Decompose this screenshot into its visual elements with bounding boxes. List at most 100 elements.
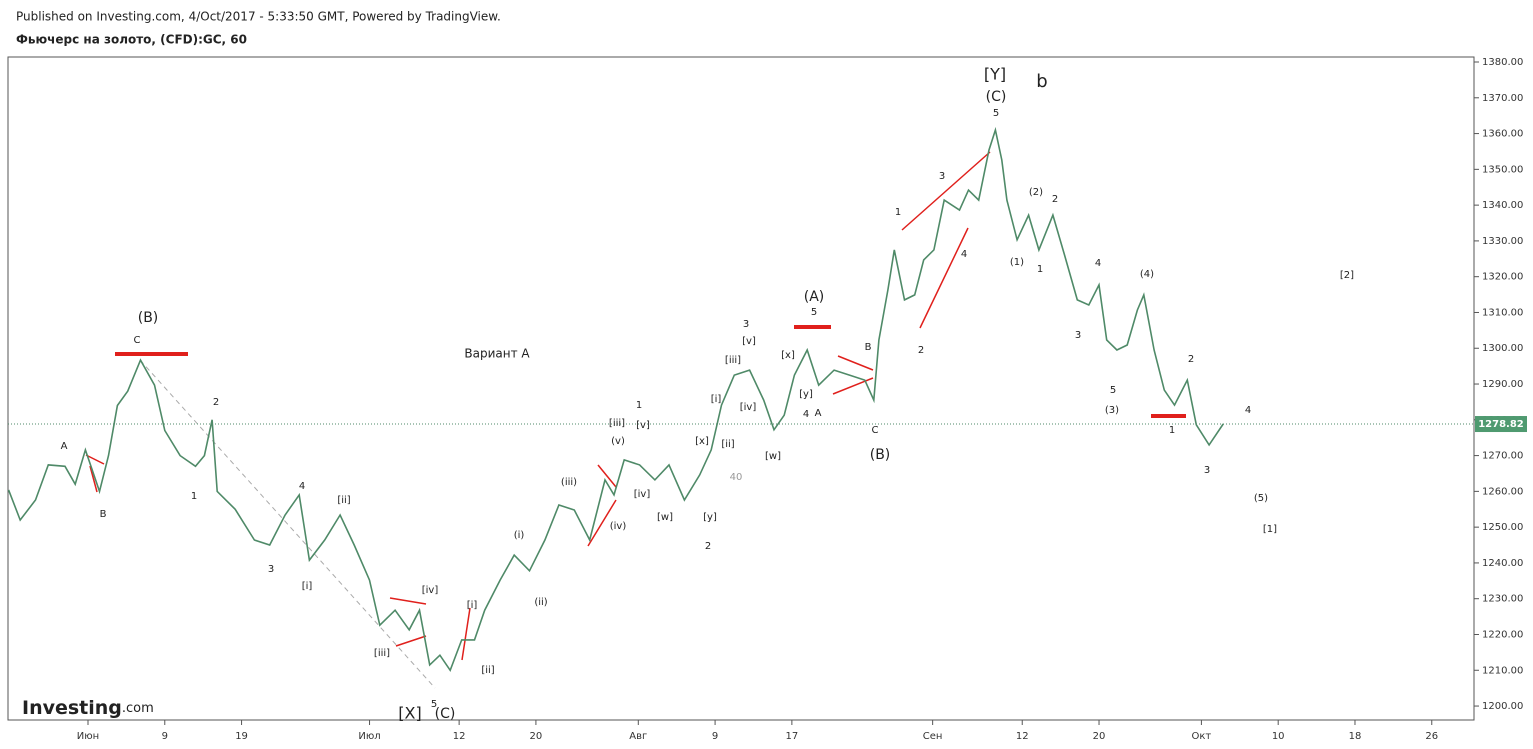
y-tick-label: 1290.00 bbox=[1482, 379, 1523, 390]
x-tick-label: Июн bbox=[77, 731, 99, 742]
y-tick-label: 1380.00 bbox=[1482, 57, 1523, 68]
wave-label: 5 bbox=[1110, 385, 1116, 396]
trend-line bbox=[139, 359, 436, 689]
x-tick-label: Сен bbox=[923, 731, 943, 742]
wave-label: 2 bbox=[705, 541, 711, 552]
wave-label: Вариант А bbox=[464, 347, 530, 361]
wave-label: C bbox=[872, 425, 879, 436]
wave-label: [iv] bbox=[422, 585, 439, 596]
wave-label: 40 bbox=[730, 472, 743, 483]
y-tick-label: 1250.00 bbox=[1482, 522, 1523, 533]
wave-label: [1] bbox=[1263, 524, 1277, 535]
wave-label: [Y] bbox=[984, 65, 1006, 84]
wave-label: [iv] bbox=[740, 402, 757, 413]
logo-suffix: .com bbox=[122, 701, 154, 716]
y-tick-label: 1230.00 bbox=[1482, 594, 1523, 605]
wave-label: [ii] bbox=[337, 495, 350, 506]
y-tick-label: 1240.00 bbox=[1482, 558, 1523, 569]
last-price-label: 1278.82 bbox=[1478, 419, 1524, 430]
wave-label: 2 bbox=[1188, 354, 1194, 365]
y-tick-label: 1350.00 bbox=[1482, 164, 1523, 175]
wave-label: [y] bbox=[799, 389, 813, 400]
logo-text: Investing bbox=[22, 697, 122, 719]
wave-label: (3) bbox=[1105, 405, 1119, 416]
x-tick-label: Авг bbox=[629, 731, 647, 742]
wave-label: [iii] bbox=[374, 648, 390, 659]
x-tick-label: Окт bbox=[1192, 731, 1212, 742]
plot-frame bbox=[7, 56, 1475, 721]
y-tick-label: 1210.00 bbox=[1482, 665, 1523, 676]
wave-label: [y] bbox=[703, 512, 717, 523]
logo: Investing.com bbox=[22, 697, 154, 719]
wave-line bbox=[597, 464, 617, 488]
wave-label: A bbox=[815, 408, 822, 419]
x-tick-label: 18 bbox=[1349, 731, 1362, 742]
wave-label: 2 bbox=[918, 345, 924, 356]
wave-line bbox=[832, 377, 874, 395]
wave-label: (C) bbox=[435, 706, 456, 722]
y-tick-label: 1310.00 bbox=[1482, 307, 1523, 318]
wave-label: (A) bbox=[804, 289, 825, 305]
wave-label: 3 bbox=[939, 171, 945, 182]
wave-label: B bbox=[100, 509, 107, 520]
wave-label: 4 bbox=[961, 249, 967, 260]
wave-label: [i] bbox=[302, 581, 313, 592]
wave-label: 4 bbox=[803, 409, 809, 420]
wave-label: 5 bbox=[431, 699, 437, 710]
wave-label: [i] bbox=[467, 600, 478, 611]
wave-line bbox=[919, 227, 969, 329]
wave-label: (iii) bbox=[561, 477, 577, 488]
wave-lines bbox=[85, 151, 1186, 661]
wave-label: (iv) bbox=[610, 521, 627, 532]
wave-label: [iii] bbox=[609, 418, 625, 429]
x-tick-label: 26 bbox=[1425, 731, 1438, 742]
wave-line bbox=[587, 499, 617, 547]
x-tick-label: 19 bbox=[235, 731, 248, 742]
wave-label: (i) bbox=[514, 530, 525, 541]
wave-label: [x] bbox=[781, 350, 795, 361]
wave-label: B bbox=[865, 342, 872, 353]
y-tick-label: 1360.00 bbox=[1482, 129, 1523, 140]
price-line bbox=[7, 126, 1224, 673]
wave-label: (B) bbox=[870, 447, 891, 463]
wave-label: 5 bbox=[811, 307, 817, 318]
wave-label: 1 bbox=[1169, 425, 1175, 436]
wave-label: [w] bbox=[765, 451, 781, 462]
wave-label: 1 bbox=[1037, 264, 1043, 275]
wave-line bbox=[389, 597, 427, 605]
wave-label: 3 bbox=[743, 319, 749, 330]
last-price-box bbox=[1475, 416, 1527, 433]
wave-label: (5) bbox=[1254, 493, 1268, 504]
wave-label: (v) bbox=[611, 436, 625, 447]
wave-label: (B) bbox=[138, 310, 159, 326]
wave-label: 4 bbox=[1245, 405, 1251, 416]
wave-label: 1 bbox=[191, 491, 197, 502]
wave-label: [v] bbox=[742, 336, 756, 347]
wave-label: [v] bbox=[636, 420, 650, 431]
y-tick-label: 1340.00 bbox=[1482, 200, 1523, 211]
wave-label: [x] bbox=[695, 436, 709, 447]
wave-line bbox=[85, 454, 105, 465]
wave-line bbox=[901, 151, 991, 231]
wave-label: [ii] bbox=[481, 665, 494, 676]
wave-line bbox=[837, 355, 874, 371]
wave-label: (4) bbox=[1140, 269, 1154, 280]
x-tick-label: 20 bbox=[530, 731, 543, 742]
x-tick-label: Июл bbox=[358, 731, 380, 742]
x-tick-label: 12 bbox=[1016, 731, 1029, 742]
wave-line bbox=[89, 465, 98, 493]
wave-label: 2 bbox=[213, 397, 219, 408]
wave-label: 1 bbox=[895, 207, 901, 218]
y-tick-label: 1320.00 bbox=[1482, 272, 1523, 283]
wave-label: 2 bbox=[1052, 194, 1058, 205]
x-tick-label: 9 bbox=[712, 731, 718, 742]
wave-label: [2] bbox=[1340, 270, 1354, 281]
y-tick-label: 1260.00 bbox=[1482, 486, 1523, 497]
wave-label: (ii) bbox=[534, 597, 547, 608]
wave-label: [w] bbox=[657, 512, 673, 523]
wave-label: [X] bbox=[398, 704, 421, 723]
x-tick-label: 10 bbox=[1272, 731, 1285, 742]
y-tick-label: 1270.00 bbox=[1482, 451, 1523, 462]
